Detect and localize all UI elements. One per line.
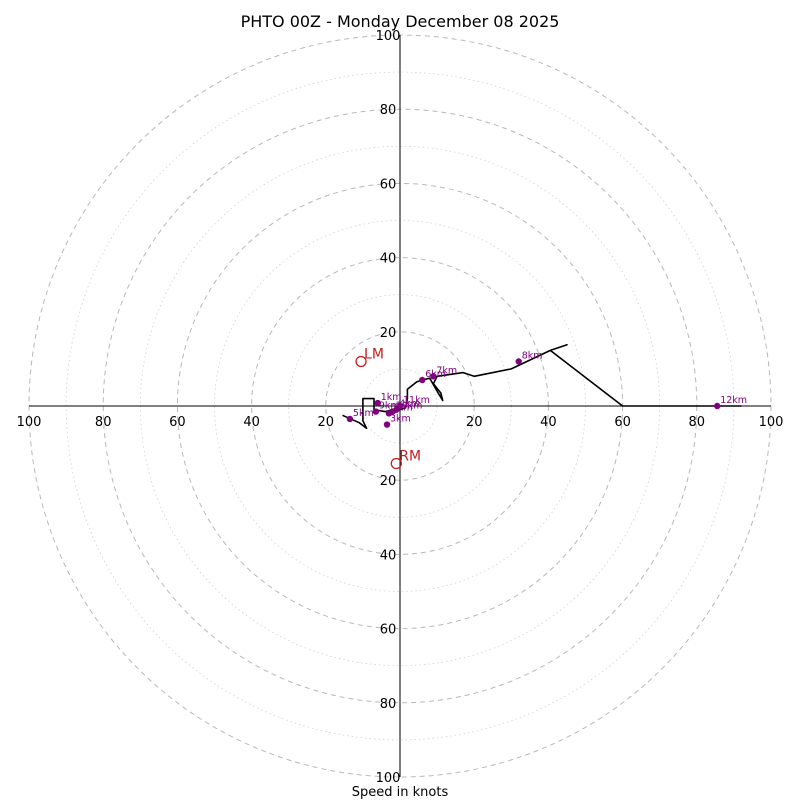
height-marker-label: 10km xyxy=(396,401,423,412)
height-marker-label: 9km xyxy=(379,401,400,412)
height-markers: 1km2km3km4km5km6km7km8km9km10km11km12km xyxy=(346,350,747,428)
x-tick-label-right: 40 xyxy=(540,415,557,430)
height-marker-point xyxy=(346,415,354,423)
x-tick-label-left: 40 xyxy=(243,415,260,430)
height-marker-point xyxy=(430,373,437,380)
y-tick-label-up: 60 xyxy=(380,177,397,192)
height-marker-label: 3km xyxy=(390,414,411,425)
y-tick-label-down: 20 xyxy=(380,474,397,489)
height-marker-point xyxy=(419,376,426,384)
x-tick-label-right: 100 xyxy=(759,415,784,430)
x-tick-label-right: 60 xyxy=(614,415,631,430)
height-marker-label: 1km xyxy=(381,392,402,403)
height-marker-label: 7km xyxy=(436,365,457,376)
x-tick-label-left: 100 xyxy=(17,415,42,430)
height-marker-label: 4km xyxy=(399,399,420,410)
tick-labels: 20 20 20 20 40 40 40 40 60 60 60 60 80 80 80 80 100 100 10… xyxy=(17,29,784,786)
height-marker-point xyxy=(383,421,391,428)
x-tick-label-right: 20 xyxy=(466,415,483,430)
height-marker-point xyxy=(372,408,380,415)
storm-motion-label: RM xyxy=(399,449,421,465)
height-marker-label: 8km xyxy=(522,350,543,361)
height-marker-point xyxy=(515,358,522,365)
height-marker-label: 12km xyxy=(720,395,747,406)
storm-motion-label: LM xyxy=(364,346,384,362)
storm-motion-point xyxy=(390,457,402,470)
y-tick-label-down: 40 xyxy=(380,548,397,563)
height-marker-point xyxy=(389,408,396,415)
y-tick-label-down: 100 xyxy=(376,771,401,786)
height-marker-label: 11km xyxy=(403,395,430,406)
x-tick-label-left: 20 xyxy=(318,415,335,430)
y-tick-label-up: 80 xyxy=(380,103,397,118)
height-marker-point xyxy=(374,399,381,407)
y-tick-label-down: 60 xyxy=(380,623,397,638)
y-tick-label-down: 80 xyxy=(380,697,397,712)
y-tick-label-up: 20 xyxy=(380,326,397,341)
y-tick-label-up: 40 xyxy=(380,252,397,267)
storm-motion-point xyxy=(355,355,367,368)
height-marker-label: 5km xyxy=(353,408,374,419)
chart-title: PHTO 00Z - Monday December 08 2025 xyxy=(241,12,560,31)
height-marker-point xyxy=(714,402,721,410)
height-marker-point xyxy=(396,402,404,410)
y-tick-label-up: 100 xyxy=(376,29,401,44)
storm-motion-markers: LM RM xyxy=(355,346,421,470)
x-tick-label-right: 80 xyxy=(689,415,706,430)
x-tick-label-left: 80 xyxy=(95,415,112,430)
x-axis-label: Speed in knots xyxy=(352,785,449,800)
x-tick-label-left: 60 xyxy=(169,415,186,430)
